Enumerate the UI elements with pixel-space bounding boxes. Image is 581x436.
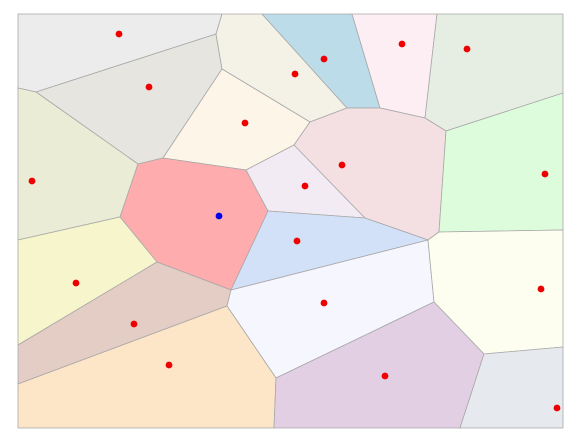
voronoi-cells (17, 13, 564, 429)
site-point (463, 45, 471, 53)
site-point (398, 40, 406, 48)
site-point (241, 119, 249, 127)
site-point (541, 170, 549, 178)
site-point (320, 55, 328, 63)
site-point (553, 404, 561, 412)
site-point (291, 70, 299, 78)
site-point (301, 182, 309, 190)
site-point (165, 361, 173, 369)
site-point (145, 83, 153, 91)
site-point (338, 161, 346, 169)
cell-bottom-right (459, 346, 564, 429)
site-point (28, 177, 36, 185)
site-point (293, 237, 301, 245)
site-point (320, 299, 328, 307)
site-point (115, 30, 123, 38)
voronoi-sites (28, 30, 561, 412)
site-point (72, 279, 80, 287)
site-point (381, 372, 389, 380)
highlighted-site-point (215, 212, 223, 220)
site-point (537, 285, 545, 293)
site-point (130, 320, 138, 328)
